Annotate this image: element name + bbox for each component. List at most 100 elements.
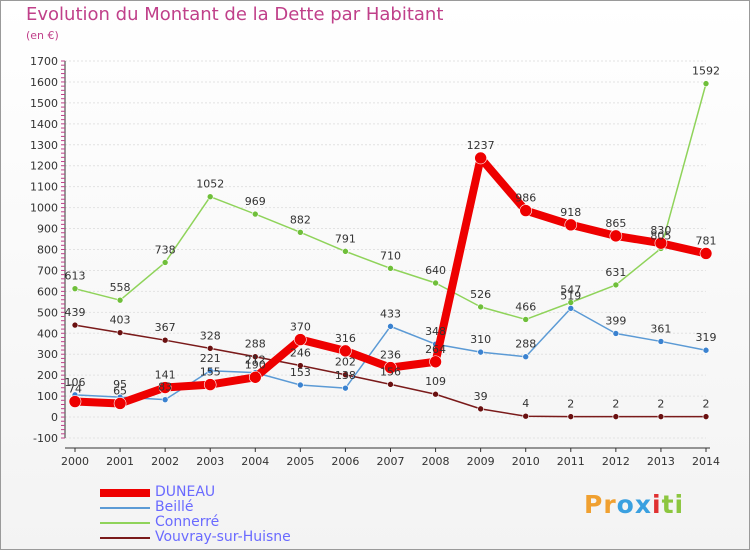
- data-label: 212: [245, 354, 266, 367]
- legend-label: Beillé: [155, 499, 194, 515]
- data-label: 2: [567, 398, 574, 411]
- data-label: 1237: [467, 139, 495, 152]
- y-tick-label: 0: [51, 411, 58, 424]
- data-label: 969: [245, 195, 266, 208]
- data-point: [429, 355, 442, 369]
- data-point: [477, 303, 484, 311]
- data-label: 986: [515, 192, 536, 205]
- legend-swatch: [100, 489, 150, 497]
- data-label: 138: [335, 369, 356, 382]
- data-point: [251, 210, 259, 218]
- data-label: 109: [425, 375, 446, 388]
- y-tick-label: 1100: [30, 181, 58, 194]
- data-label: 791: [335, 232, 356, 245]
- logo-part: ti: [661, 490, 685, 519]
- data-label: 830: [650, 224, 671, 237]
- x-tick-label: 2009: [467, 455, 495, 468]
- data-label: 310: [470, 333, 491, 346]
- x-tick-label: 2013: [647, 455, 675, 468]
- data-point: [161, 336, 169, 344]
- data-label: 631: [605, 266, 626, 279]
- data-label: 202: [335, 356, 356, 369]
- data-label: 367: [155, 321, 176, 334]
- x-tick-label: 2000: [61, 455, 89, 468]
- data-label: 288: [245, 338, 266, 351]
- data-label: 781: [696, 234, 717, 247]
- data-label: 95: [113, 378, 127, 391]
- y-tick-label: 500: [37, 306, 58, 319]
- data-point: [477, 348, 484, 356]
- data-point: [657, 338, 665, 345]
- proxiti-logo: Proxiti: [584, 490, 684, 519]
- data-label: 39: [474, 390, 488, 403]
- data-point: [657, 413, 665, 420]
- data-label: 316: [335, 332, 356, 345]
- data-point: [206, 367, 214, 375]
- data-point: [612, 330, 620, 337]
- data-label: 190: [245, 358, 266, 371]
- data-point: [297, 229, 304, 236]
- x-tick-label: 2008: [422, 455, 450, 468]
- data-label: 403: [110, 314, 131, 327]
- data-label: 738: [155, 243, 176, 256]
- data-point: [161, 396, 169, 403]
- data-label: 348: [425, 325, 446, 338]
- data-label: 2: [657, 398, 664, 411]
- data-point: [297, 381, 304, 389]
- data-label: 865: [605, 217, 626, 230]
- data-point: [477, 405, 484, 413]
- data-point: [387, 381, 394, 388]
- data-point: [161, 259, 169, 266]
- data-label: 106: [65, 376, 86, 389]
- y-tick-label: 1600: [30, 76, 58, 89]
- data-point: [702, 80, 710, 87]
- legend-swatch: [100, 522, 150, 524]
- legend-swatch: [100, 537, 150, 539]
- y-tick-label: 1500: [30, 97, 58, 110]
- data-label: 370: [290, 321, 311, 334]
- logo-part: o: [616, 490, 635, 519]
- data-label: 83: [158, 381, 172, 394]
- data-label: 439: [65, 306, 86, 319]
- x-tick-label: 2007: [377, 455, 405, 468]
- x-tick-label: 2001: [106, 455, 134, 468]
- data-point: [654, 236, 668, 250]
- y-tick-label: 700: [37, 264, 58, 277]
- data-point: [567, 413, 575, 420]
- x-tick-label: 2004: [241, 455, 269, 468]
- data-label: 882: [290, 213, 311, 226]
- data-label: 65: [113, 384, 127, 397]
- x-tick-label: 2012: [602, 455, 630, 468]
- data-label: 526: [470, 288, 491, 301]
- data-label: 805: [650, 229, 671, 242]
- data-point: [71, 285, 79, 292]
- data-point: [158, 381, 172, 394]
- data-label: 558: [110, 281, 131, 294]
- y-tick-label: 1400: [30, 118, 58, 131]
- data-label: 361: [650, 322, 671, 335]
- logo-part: x: [634, 490, 652, 519]
- legend-item: Connerré: [100, 514, 360, 531]
- data-point: [113, 397, 127, 410]
- data-label: 264: [425, 343, 446, 356]
- legend-swatch: [100, 507, 150, 509]
- legend-label: Connerré: [155, 514, 220, 530]
- data-point: [203, 378, 217, 391]
- data-point: [432, 390, 439, 398]
- data-point: [342, 248, 349, 255]
- data-label: 153: [290, 366, 311, 379]
- data-point: [522, 316, 530, 323]
- data-label: 640: [425, 264, 446, 277]
- data-label: 319: [696, 331, 717, 344]
- x-tick-label: 2005: [286, 455, 314, 468]
- data-point: [206, 193, 214, 201]
- legend-label: DUNEAU: [155, 484, 216, 500]
- data-label: 288: [515, 338, 536, 351]
- data-point: [702, 413, 710, 420]
- y-tick-label: 1300: [30, 139, 58, 152]
- data-label: 918: [560, 206, 581, 219]
- data-label: 155: [200, 366, 221, 379]
- y-tick-label: 900: [37, 223, 58, 236]
- data-point: [609, 229, 623, 243]
